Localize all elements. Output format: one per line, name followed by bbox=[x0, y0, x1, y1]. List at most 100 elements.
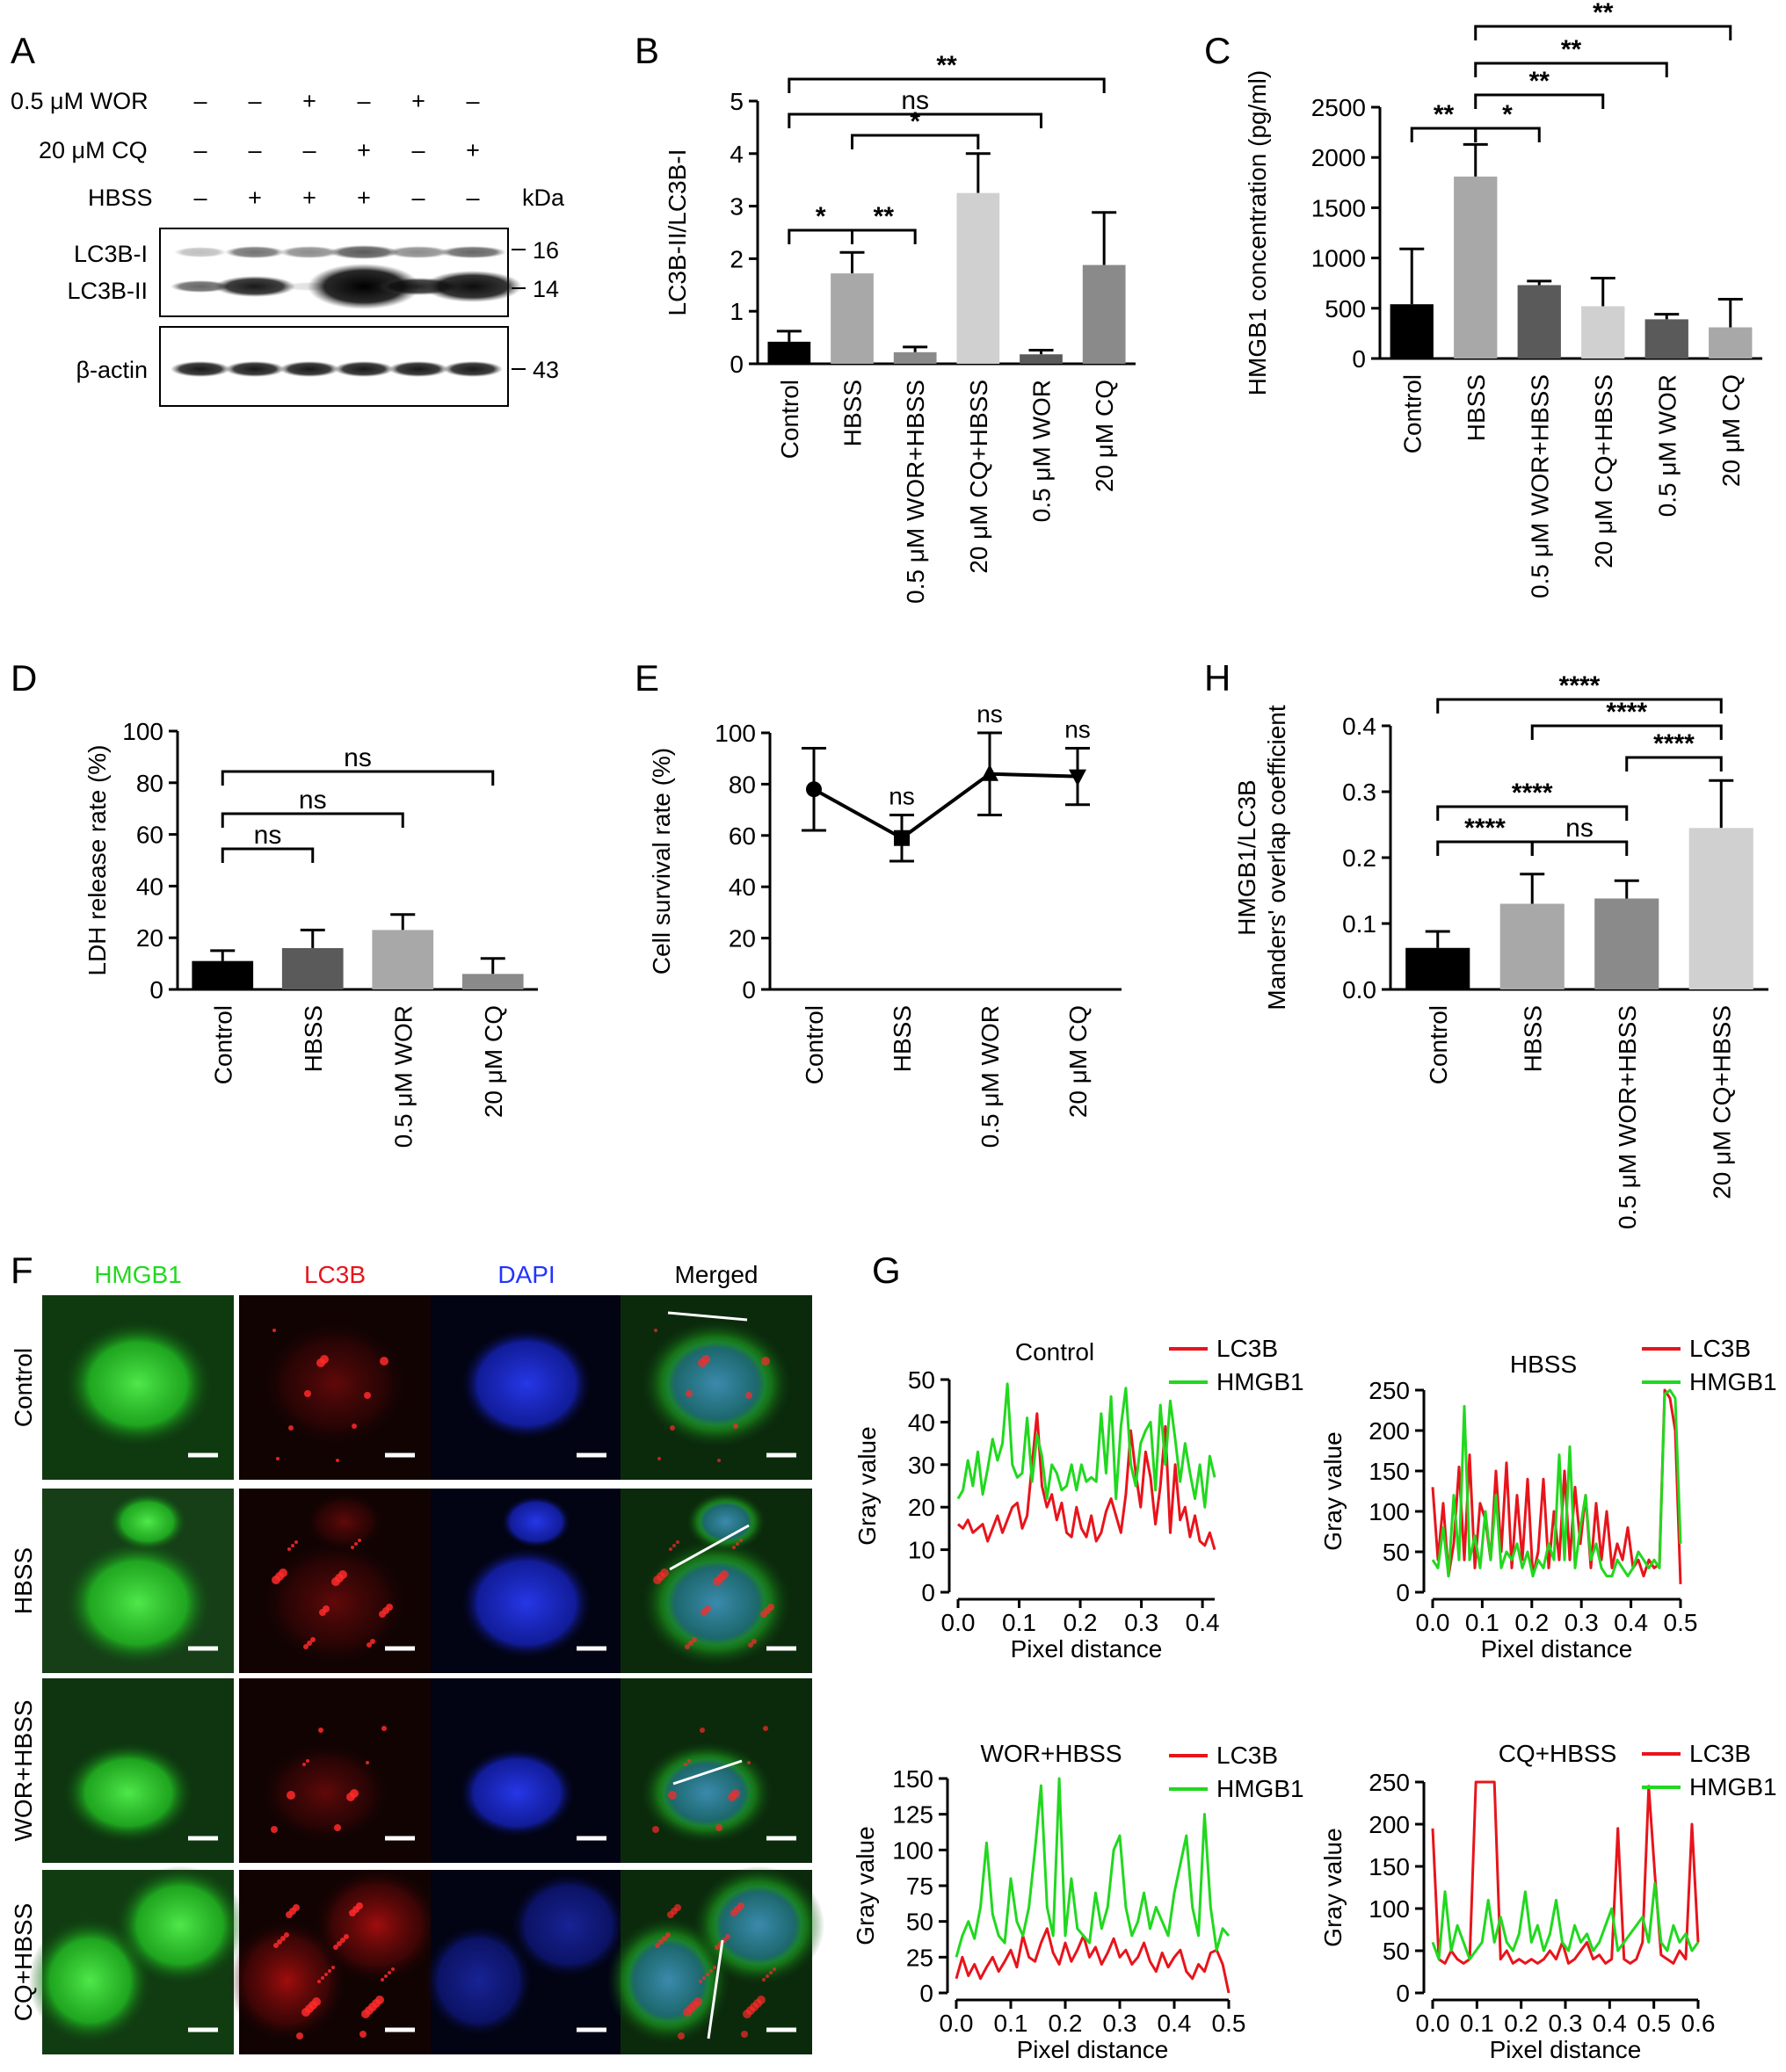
lc3b-puncta bbox=[715, 1945, 720, 1950]
panel-letter-g: G bbox=[872, 1250, 901, 1291]
lc3b-puncta bbox=[763, 1726, 768, 1731]
lc3b-puncta bbox=[294, 1540, 298, 1544]
blot-row-label: 0.5 μM WOR bbox=[11, 88, 149, 114]
x-tick-label: 0.5 μM WOR bbox=[1653, 374, 1681, 517]
y-tick-label: 100 bbox=[715, 720, 756, 747]
cell-signal bbox=[501, 1496, 571, 1548]
cell-signal bbox=[62, 1320, 214, 1448]
significance-label: **** bbox=[1559, 671, 1601, 700]
x-tick-label: Control bbox=[1425, 1005, 1452, 1084]
lc3b-puncta bbox=[358, 1539, 361, 1542]
cell-signal bbox=[461, 1328, 592, 1439]
y-tick-label: 0 bbox=[919, 1980, 933, 2007]
legend-label: LC3B bbox=[1216, 1335, 1278, 1362]
blot-mark: – bbox=[411, 185, 425, 211]
lc3b-puncta bbox=[381, 1978, 384, 1981]
lc3b-puncta bbox=[762, 1978, 766, 1981]
significance-bracket bbox=[788, 112, 1042, 128]
blot-mark: + bbox=[248, 185, 262, 211]
y-tick-label: 30 bbox=[908, 1452, 935, 1479]
y-tick-label: 40 bbox=[136, 873, 163, 900]
y-tick-label: 500 bbox=[1325, 295, 1366, 322]
lc3b-puncta bbox=[747, 1761, 751, 1764]
y-tick-label: 20 bbox=[908, 1494, 935, 1521]
lc3b-puncta bbox=[287, 1547, 291, 1551]
cell-signal bbox=[263, 1322, 407, 1445]
series-line bbox=[1431, 1388, 1682, 1584]
bar bbox=[1644, 319, 1688, 359]
x-tick-label: 0.2 bbox=[1049, 2010, 1083, 2037]
significance-label: ns bbox=[299, 786, 327, 815]
blot-row-label: 20 μM CQ bbox=[39, 137, 148, 163]
chart-d: 0 20 40 60 80 100 LDH release rate (%) Control H… bbox=[83, 718, 538, 1148]
band-label: LC3B-I bbox=[74, 241, 148, 267]
y-tick-label: 0.4 bbox=[1342, 713, 1376, 740]
lc3b-puncta bbox=[320, 1355, 329, 1364]
bar bbox=[1688, 828, 1753, 989]
blot-band bbox=[280, 246, 339, 258]
y-tick-label: 200 bbox=[1369, 1811, 1410, 1838]
cell-signal bbox=[657, 1755, 756, 1831]
significance-bracket bbox=[1625, 756, 1723, 772]
x-tick-label: 20 μM CQ+HBSS bbox=[1708, 1005, 1735, 1199]
y-tick-label: 0 bbox=[149, 976, 163, 1003]
lc3b-puncta bbox=[769, 1971, 773, 1974]
lc3b-puncta bbox=[367, 1642, 372, 1648]
x-tick-label: Control bbox=[776, 380, 803, 459]
bar bbox=[1594, 898, 1659, 989]
significance-bracket bbox=[788, 77, 1106, 93]
series-line bbox=[957, 1412, 1216, 1551]
y-tick-label: 0 bbox=[921, 1579, 935, 1606]
lc3b-puncta bbox=[323, 1605, 330, 1612]
y-tick-label: 1000 bbox=[1311, 245, 1366, 272]
x-tick-label: 0.6 bbox=[1681, 2010, 1716, 2037]
significance-label: **** bbox=[1653, 729, 1695, 758]
lc3b-puncta bbox=[375, 1996, 384, 2004]
lc3b-puncta bbox=[678, 2032, 685, 2039]
x-tick-label: HBSS bbox=[839, 380, 867, 446]
lc3b-puncta bbox=[658, 1939, 664, 1945]
cell-signal bbox=[459, 1748, 575, 1837]
profile-line bbox=[672, 1759, 743, 1786]
x-axis-label: Pixel distance bbox=[1490, 2036, 1642, 2063]
row-label: HBSS bbox=[10, 1547, 37, 1614]
chart-h: 0.0 0.1 0.2 0.3 0.4 HMGB1/LC3B Manders' overla… bbox=[1233, 671, 1768, 1229]
y-tick-label: 0 bbox=[1396, 1579, 1410, 1606]
y-tick-label: 200 bbox=[1369, 1417, 1410, 1445]
lc3b-puncta bbox=[306, 1759, 309, 1763]
lc3b-puncta bbox=[337, 1941, 342, 1946]
significance-bracket bbox=[1436, 840, 1534, 856]
y-tick-label: 80 bbox=[136, 770, 163, 797]
significance-label: ** bbox=[1593, 0, 1614, 27]
x-tick-label: 0.3 bbox=[1103, 2010, 1137, 2037]
cell-signal bbox=[660, 1555, 773, 1650]
lc3b-puncta bbox=[287, 1791, 295, 1800]
profile-line bbox=[707, 1939, 724, 2039]
y-tick-label: 125 bbox=[892, 1801, 933, 1829]
x-tick-label: 0.0 bbox=[941, 1609, 976, 1636]
cell-signal bbox=[113, 1866, 247, 1985]
significance-bracket bbox=[851, 134, 980, 149]
lc3b-puncta bbox=[288, 1425, 294, 1431]
y-tick-label: 1500 bbox=[1311, 194, 1366, 221]
y-tick-label: 5 bbox=[730, 88, 744, 115]
lc3b-puncta bbox=[384, 1974, 388, 1978]
x-tick-label: 0.5 μM WOR+HBSS bbox=[1526, 374, 1553, 598]
y-tick-label: 0 bbox=[1396, 1980, 1410, 2007]
significance-bracket bbox=[221, 812, 404, 828]
x-axis-label: Pixel distance bbox=[1481, 1635, 1633, 1663]
row-label: WOR+HBSS bbox=[10, 1699, 37, 1841]
data-point bbox=[1069, 769, 1086, 786]
x-tick-label: 0.5 μM WOR+HBSS bbox=[1614, 1005, 1641, 1229]
lc3b-puncta bbox=[271, 1826, 278, 1833]
lc3b-puncta bbox=[354, 1542, 358, 1546]
row-label: Control bbox=[10, 1348, 37, 1427]
kda-header: kDa bbox=[522, 185, 565, 211]
y-tick-label: 100 bbox=[892, 1837, 933, 1864]
lc3b-puncta bbox=[685, 1644, 690, 1649]
lc3b-puncta bbox=[350, 1789, 359, 1798]
cell-signal bbox=[511, 1873, 627, 1977]
lc3b-puncta bbox=[672, 1544, 676, 1547]
lc3b-puncta bbox=[277, 1939, 282, 1945]
